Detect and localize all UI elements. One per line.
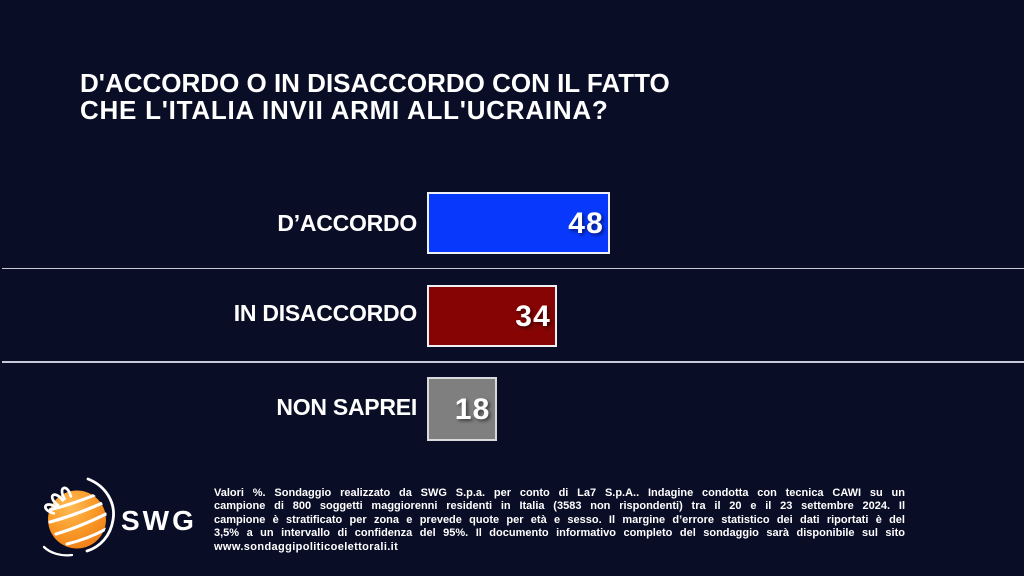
svg-text:SWG: SWG [121, 505, 197, 536]
